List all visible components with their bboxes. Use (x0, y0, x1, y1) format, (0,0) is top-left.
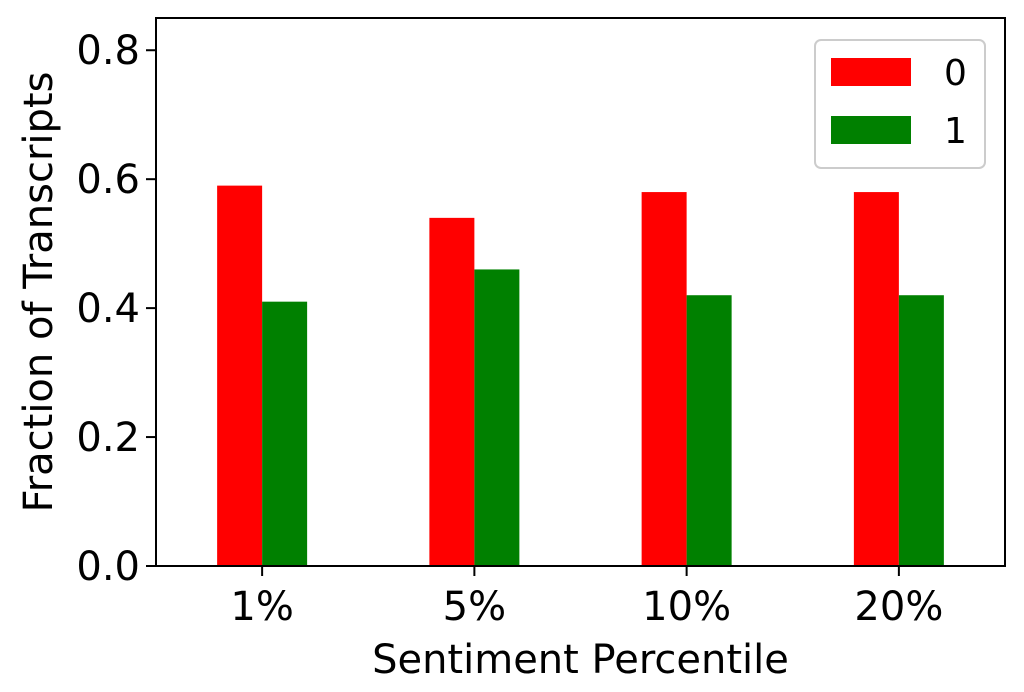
y-tick-label: 0.0 (76, 544, 140, 590)
x-tick-label: 20% (854, 584, 943, 630)
bar-series-1-1% (262, 301, 308, 566)
bar-series-0-1% (217, 185, 263, 566)
legend-swatch-series-1 (831, 116, 911, 144)
y-axis-label: Fraction of Transcripts (16, 72, 62, 513)
y-tick-label: 0.6 (76, 157, 140, 203)
y-tick-label: 0.2 (76, 415, 140, 461)
bar-series-0-20% (853, 192, 899, 566)
y-tick-label: 0.8 (76, 28, 140, 74)
bar-series-1-5% (474, 269, 520, 566)
y-axis-ticks: 0.0 0.2 0.4 0.6 0.8 (76, 28, 156, 590)
bars-group (217, 185, 944, 566)
bar-series-1-20% (898, 295, 944, 566)
bar-series-0-5% (429, 217, 475, 566)
plot-frame (155, 17, 1006, 567)
x-tick-label: 10% (642, 584, 731, 630)
bar-series-1-10% (686, 295, 732, 566)
bar-series-0-10% (641, 192, 687, 566)
legend-label-series-0: 0 (944, 53, 967, 94)
x-tick-label: 5% (443, 584, 506, 630)
x-axis-label: Sentiment Percentile (372, 637, 789, 683)
legend-swatch-series-0 (831, 58, 911, 86)
x-axis-ticks: 1% 5% 10% 20% (230, 566, 943, 630)
legend-label-series-1: 1 (944, 111, 967, 152)
y-tick-label: 0.4 (76, 286, 140, 332)
legend: 01 (814, 39, 986, 169)
x-tick-label: 1% (230, 584, 293, 630)
